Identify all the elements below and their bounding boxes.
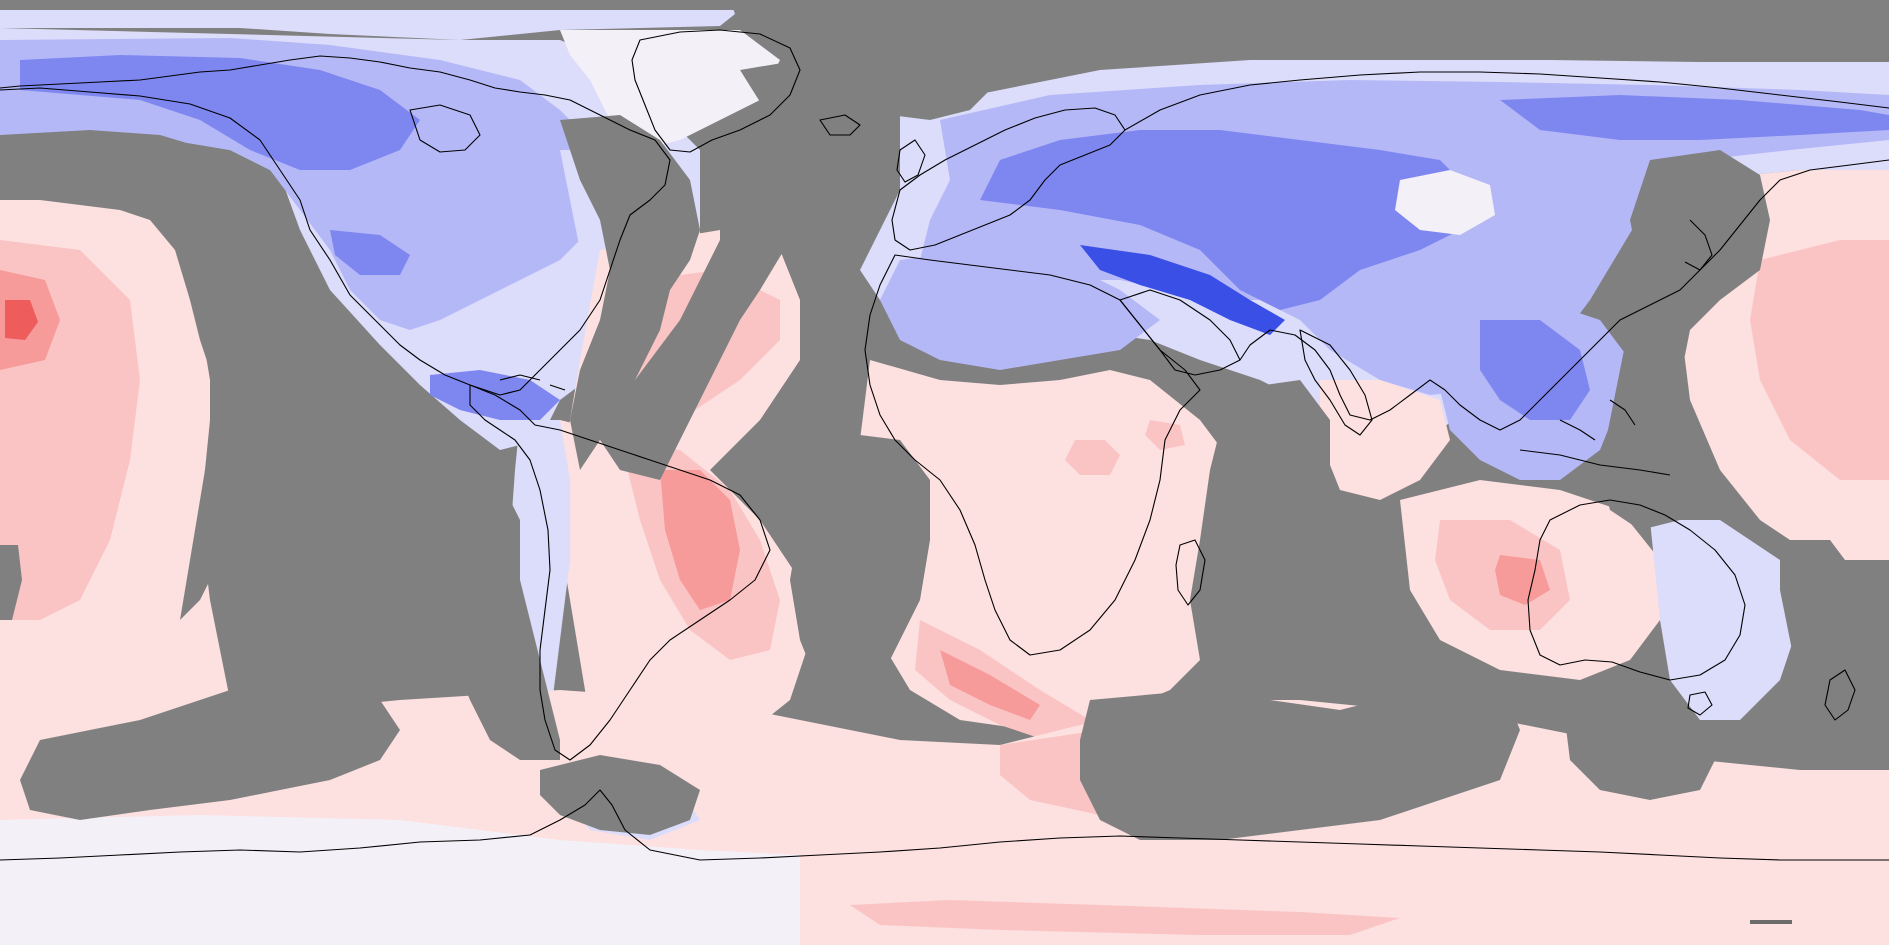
coastline-uk xyxy=(896,139,926,183)
mask-west-pacific xyxy=(1600,150,1770,530)
field-south-africa-band-core xyxy=(940,650,1040,720)
coastline-madagascar xyxy=(1175,539,1206,606)
mask-drake-passage xyxy=(540,755,700,835)
scale-bar xyxy=(1750,920,1792,924)
field-north-africa xyxy=(880,250,1160,370)
coastline-australia xyxy=(1527,499,1746,681)
coastline-south-america xyxy=(469,384,771,761)
field-west-pacific-warm xyxy=(1750,240,1889,480)
mask-southern-indian xyxy=(1080,660,1520,840)
field-antarctica-east-warm xyxy=(850,900,1400,935)
mask-north-atlantic-top xyxy=(730,0,1010,120)
field-mongolia-warm-spot xyxy=(1395,170,1495,235)
mask-north-pacific-left xyxy=(0,130,560,760)
mask-central-atlantic xyxy=(600,150,800,480)
field-siberia-cool xyxy=(1500,95,1889,140)
field-indian-ocean-west xyxy=(1320,380,1450,500)
mask-southeast-pacific xyxy=(20,690,400,820)
field-tibet-strong xyxy=(1080,245,1285,335)
coastline-greenland xyxy=(631,29,801,153)
field-africa-warm-spots xyxy=(1065,420,1185,475)
missing-data-mask xyxy=(0,0,1889,840)
mask-greenland-east xyxy=(740,60,870,175)
mask-arctic-right xyxy=(1620,0,1680,20)
mask-tasman xyxy=(1565,690,1720,800)
mask-indian-ocean xyxy=(1190,380,1330,700)
coastline-hudson-bay xyxy=(409,104,481,153)
field-eurasia-core xyxy=(980,130,1470,310)
mask-labrador-sea xyxy=(560,115,700,470)
coastline-new-zealand xyxy=(1824,669,1856,721)
coastline-north-america xyxy=(0,55,671,396)
coastline-caribbean xyxy=(499,374,566,391)
field-western-australia-core xyxy=(1495,555,1550,605)
coastline-japan xyxy=(1684,219,1713,271)
coastline-africa xyxy=(864,254,1201,656)
field-brazil-strong xyxy=(660,470,740,610)
mask-south-pacific-right xyxy=(1780,540,1889,770)
field-eastern-australia-cool xyxy=(1650,520,1800,720)
field-east-pacific-hotspot xyxy=(5,300,38,340)
coastline-indonesia xyxy=(1519,399,1671,476)
coastline-arabia xyxy=(1119,289,1241,376)
field-north-america-cool xyxy=(0,38,620,330)
coastline-europe xyxy=(891,107,1126,251)
coastlines xyxy=(0,29,1889,861)
mask-south-atlantic-mid xyxy=(790,430,930,720)
field-antarctica-west-cool xyxy=(0,815,800,945)
coastline-india xyxy=(1299,329,1373,436)
coastline-asia xyxy=(1124,71,1889,431)
mask-eastern-pacific-strip xyxy=(0,545,22,620)
coastline-iceland xyxy=(819,114,861,136)
field-se-asia-core xyxy=(1480,320,1590,420)
coastline-antarctica xyxy=(0,789,1889,861)
coastline-tasmania xyxy=(1687,691,1713,716)
field-rocky-mountains xyxy=(330,230,410,275)
field-south-africa-band xyxy=(915,620,1100,745)
field-north-america-core xyxy=(20,55,420,170)
mask-south-pacific-left xyxy=(180,230,250,620)
